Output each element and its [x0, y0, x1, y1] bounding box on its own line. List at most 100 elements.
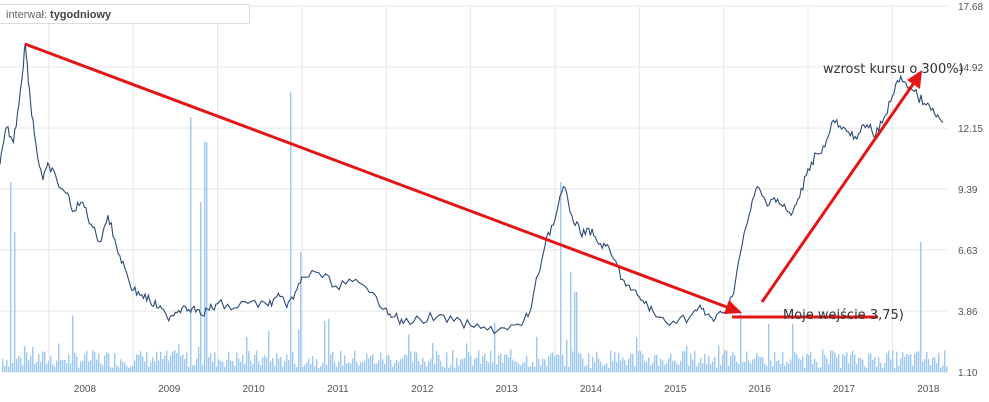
volume-bar — [662, 360, 664, 372]
volume-bar — [152, 357, 154, 372]
volume-bar — [648, 357, 650, 372]
volume-bar — [220, 360, 222, 372]
volume-bar — [892, 350, 894, 372]
x-tick-label: 2012 — [411, 384, 434, 395]
volume-bar — [96, 359, 98, 372]
volume-bar — [502, 362, 504, 372]
volume-bar — [200, 202, 202, 372]
volume-bar — [228, 351, 230, 372]
volume-bar — [240, 361, 242, 372]
volume-bar — [552, 352, 554, 372]
volume-bar — [294, 363, 296, 372]
volume-bar — [132, 366, 134, 372]
y-tick-label: 3.86 — [958, 307, 978, 318]
volume-bar — [562, 355, 564, 372]
volume-bar — [806, 354, 808, 372]
volume-bar — [902, 352, 904, 372]
volume-bar — [750, 363, 752, 372]
volume-bar — [784, 365, 786, 372]
volume-bar — [382, 359, 384, 372]
volume-bar — [358, 365, 360, 372]
x-tick-label: 2011 — [327, 384, 349, 395]
volume-bar — [324, 320, 326, 372]
volume-bar — [536, 336, 538, 372]
volume-bar — [10, 182, 12, 372]
volume-bar — [790, 359, 792, 372]
volume-bar — [318, 367, 320, 372]
volume-bar — [280, 357, 282, 372]
volume-bar — [918, 351, 920, 372]
volume-bar — [736, 361, 738, 372]
volume-bar — [400, 359, 402, 372]
volume-bar — [780, 363, 782, 372]
volume-bar — [28, 360, 30, 372]
volume-bar — [370, 355, 372, 372]
volume-bar — [434, 363, 436, 372]
volume-bar — [436, 350, 438, 372]
volume-bar — [708, 355, 710, 372]
volume-bar — [336, 366, 338, 372]
volume-bar — [860, 358, 862, 372]
volume-bar — [406, 355, 408, 372]
y-tick-label: 17.68 — [958, 2, 983, 13]
volume-bar — [444, 367, 446, 372]
volume-bar — [288, 359, 290, 372]
volume-bar — [376, 363, 378, 372]
volume-bar — [866, 367, 868, 372]
volume-bar — [348, 362, 350, 372]
volume-bar — [224, 366, 226, 372]
volume-bar — [628, 358, 630, 372]
volume-bar — [48, 360, 50, 372]
volume-bar — [72, 315, 74, 372]
volume-bar — [646, 361, 648, 372]
volume-bar — [582, 358, 584, 372]
volume-bar — [738, 363, 740, 372]
volume-bar — [526, 355, 528, 372]
volume-bar — [422, 357, 424, 372]
volume-bar — [482, 355, 484, 372]
volume-bar — [438, 354, 440, 372]
volume-bar — [314, 366, 316, 372]
volume-bar — [352, 358, 354, 372]
volume-bar — [692, 359, 694, 372]
volume-bar — [238, 358, 240, 372]
volume-bar — [160, 351, 162, 372]
volume-bar — [524, 361, 526, 372]
volume-bar — [270, 361, 272, 372]
volume-bar — [594, 362, 596, 372]
volume-bar — [534, 366, 536, 372]
volume-bar — [886, 353, 888, 372]
volume-bar — [590, 367, 592, 372]
volume-bar — [542, 358, 544, 372]
volume-bar — [828, 363, 830, 372]
volume-bar — [54, 366, 56, 372]
volume-bar — [858, 357, 860, 372]
volume-bar — [360, 362, 362, 372]
volume-bar — [74, 352, 76, 372]
volume-bar — [846, 352, 848, 372]
volume-bar — [720, 364, 722, 372]
volume-bar — [418, 361, 420, 372]
volume-bar — [286, 354, 288, 372]
volume-bar — [416, 352, 418, 372]
volume-bar — [608, 367, 610, 372]
volume-bar — [650, 365, 652, 372]
volume-bar — [272, 357, 274, 372]
volume-bar — [550, 353, 552, 372]
volume-bar — [818, 367, 820, 372]
volume-bar — [602, 365, 604, 372]
volume-bar — [638, 350, 640, 372]
volume-bar — [626, 364, 628, 372]
volume-bar — [746, 351, 748, 372]
volume-bar — [766, 365, 768, 372]
volume-bar — [852, 350, 854, 372]
volume-bar — [258, 361, 260, 372]
volume-bar — [458, 365, 460, 372]
volume-bar — [518, 363, 520, 372]
volume-bar — [864, 366, 866, 372]
volume-bar — [208, 357, 210, 372]
volume-bar — [904, 356, 906, 372]
volume-bar — [656, 354, 658, 372]
interval-selector[interactable]: interwał: tygodniowy — [0, 4, 250, 24]
volume-bar — [396, 359, 398, 372]
